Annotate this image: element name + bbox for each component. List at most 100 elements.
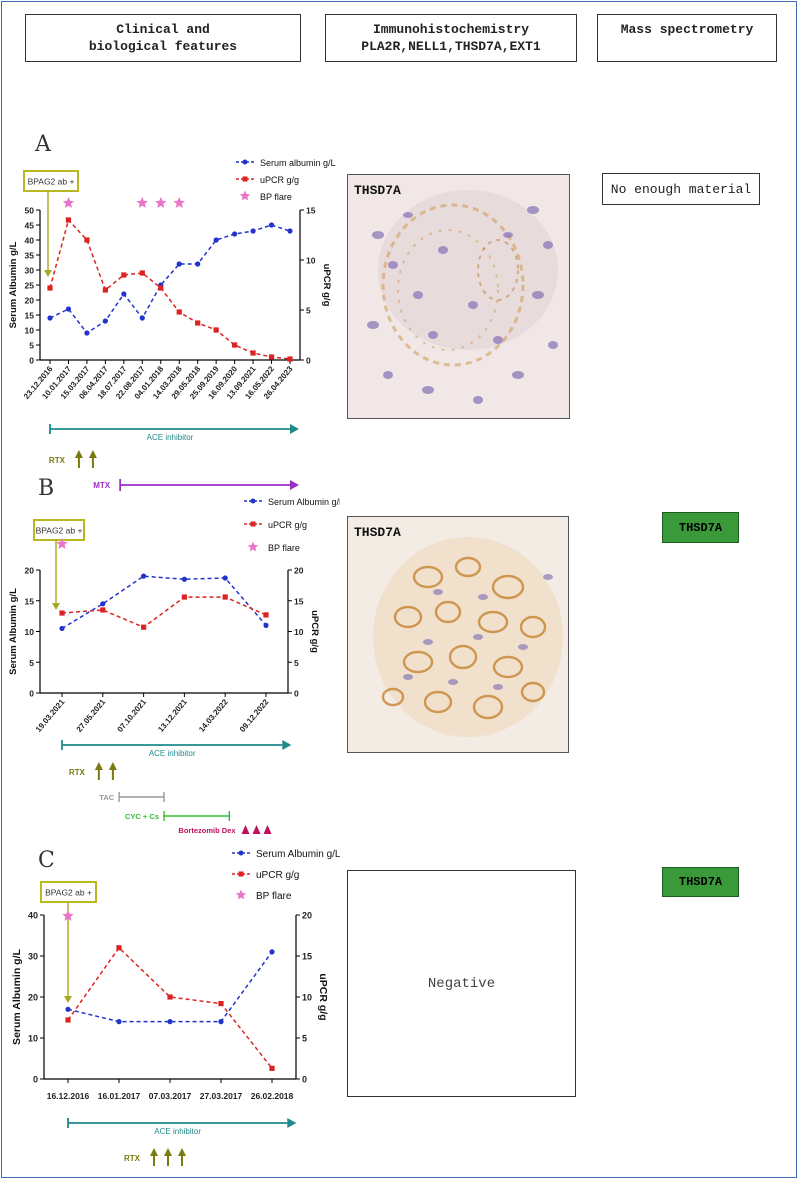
upcr-point bbox=[141, 624, 147, 630]
upcr-point bbox=[181, 594, 187, 600]
y-tick-label-left: 35 bbox=[25, 251, 35, 261]
ms-result-b: THSD7A bbox=[662, 512, 739, 543]
y-tick-label-right: 10 bbox=[306, 256, 316, 266]
albumin-point bbox=[65, 306, 72, 312]
y-tick-label-right: 5 bbox=[302, 1034, 307, 1044]
albumin-point bbox=[141, 573, 147, 579]
albumin-point bbox=[195, 261, 201, 267]
chart-panel-a: 0510152025303540455005101523.12.201610.0… bbox=[8, 158, 336, 491]
legend-bp-flare-icon bbox=[239, 190, 251, 201]
treatment-label: CYC + Cs bbox=[125, 812, 159, 821]
upcr-point bbox=[65, 217, 72, 223]
upcr-point bbox=[176, 309, 182, 315]
albumin-point bbox=[218, 1019, 224, 1025]
ms-result-c: THSD7A bbox=[662, 867, 739, 897]
y-tick-label-left: 15 bbox=[25, 596, 35, 606]
y-tick-label-right: 5 bbox=[306, 306, 311, 316]
upcr-point bbox=[100, 607, 106, 613]
bp-flare-star bbox=[173, 197, 185, 208]
y-tick-label-left: 40 bbox=[25, 236, 35, 246]
x-tick-label: 09.12.2022 bbox=[238, 697, 271, 734]
treatment-arrow-head bbox=[290, 480, 299, 490]
bp-flare-star bbox=[56, 538, 68, 549]
y-tick-label-right: 0 bbox=[306, 356, 311, 366]
antibody-box bbox=[23, 170, 79, 192]
ihc-image-a: THSD7A bbox=[347, 174, 570, 419]
bortezomib-triangle bbox=[252, 825, 261, 834]
albumin-point bbox=[176, 261, 182, 267]
albumin-point bbox=[116, 1019, 122, 1025]
legend-albumin-label: Serum Albumin g/L bbox=[256, 849, 340, 860]
panel-letter-c: C bbox=[38, 848, 55, 873]
y-tick-label-left: 30 bbox=[25, 266, 35, 276]
ihc-image-b: THSD7A bbox=[347, 516, 569, 753]
upcr-point bbox=[222, 594, 228, 600]
y-tick-label-left: 15 bbox=[25, 311, 35, 321]
legend-upcr-marker bbox=[242, 176, 248, 182]
ihc-tissue-b bbox=[348, 517, 568, 752]
treatment-label: ACE inhibitor bbox=[149, 749, 196, 758]
legend-upcr-label: uPCR g/g bbox=[256, 870, 299, 881]
y-axis-title-right: uPCR g/g bbox=[317, 973, 329, 1020]
upcr-point bbox=[195, 320, 201, 326]
albumin-point bbox=[121, 291, 127, 297]
treatment-arrow-head bbox=[290, 424, 299, 434]
ihc-label-a: THSD7A bbox=[354, 183, 401, 198]
treatment-label: RTX bbox=[69, 768, 86, 777]
y-tick-label-left: 20 bbox=[28, 993, 38, 1003]
y-tick-label-left: 0 bbox=[33, 1075, 38, 1085]
rtx-arrow-head bbox=[108, 762, 117, 770]
y-tick-label-left: 5 bbox=[29, 341, 34, 351]
ms-result-a: No enough material bbox=[602, 173, 760, 205]
rtx-arrow-head bbox=[164, 1148, 172, 1156]
y-axis-title-right: uPCR g/g bbox=[309, 610, 320, 653]
y-tick-label-left: 20 bbox=[25, 566, 35, 576]
legend-albumin-marker bbox=[250, 498, 256, 504]
x-tick-label: 27.05.2021 bbox=[75, 697, 108, 734]
y-tick-label-left: 50 bbox=[25, 206, 35, 216]
albumin-point bbox=[222, 575, 228, 581]
y-tick-label-right: 20 bbox=[302, 911, 312, 921]
y-tick-label-right: 10 bbox=[302, 993, 312, 1003]
x-tick-label: 07.10.2021 bbox=[115, 697, 148, 734]
albumin-point bbox=[287, 228, 293, 234]
upcr-point bbox=[213, 327, 219, 333]
header-ihc-line2: PLA2R,NELL1,THSD7A,EXT1 bbox=[361, 39, 541, 54]
rtx-arrow-head bbox=[74, 450, 83, 458]
upcr-point bbox=[59, 610, 65, 616]
treatment-arrow-head bbox=[287, 1118, 297, 1128]
albumin-point bbox=[139, 315, 145, 321]
header-ihc-line1: Immunohistochemistry bbox=[372, 22, 530, 37]
legend-bp-flare-label: BP flare bbox=[260, 192, 292, 202]
chart-panel-b: 0 5 10 15 20 0 5 10 15 20 19.03.2021 27.05.2021 07.1… bbox=[8, 497, 340, 835]
upcr-point bbox=[102, 287, 108, 293]
treatment-label: RTX bbox=[49, 456, 66, 465]
x-tick-label: 27.03.2017 bbox=[200, 1091, 243, 1101]
panel-letter-b: B bbox=[38, 476, 55, 501]
treatment-label: ACE inhibitor bbox=[154, 1127, 201, 1136]
treatment-label: TAC bbox=[99, 793, 114, 802]
upcr-point bbox=[269, 1065, 275, 1071]
ihc-tissue-a bbox=[348, 175, 569, 418]
bp-flare-star bbox=[136, 197, 148, 208]
ihc-negative-c: Negative bbox=[347, 870, 576, 1097]
antibody-arrow-head bbox=[52, 603, 60, 610]
albumin-point bbox=[102, 318, 108, 324]
y-tick-label-left: 40 bbox=[28, 911, 38, 921]
legend-upcr-label: uPCR g/g bbox=[268, 520, 307, 530]
header-ms-text: Mass spectrometry bbox=[620, 22, 754, 37]
albumin-point bbox=[167, 1019, 173, 1025]
antibody-label: BPAG2 ab + bbox=[28, 177, 75, 187]
x-tick-label: 26.02.2018 bbox=[251, 1091, 294, 1101]
antibody-arrow-head bbox=[64, 996, 72, 1003]
treatment-arrow-head bbox=[282, 740, 292, 750]
albumin-point bbox=[268, 222, 275, 228]
y-tick-label-right: 5 bbox=[294, 658, 299, 668]
antibody-arrow-head bbox=[44, 270, 52, 277]
bortezomib-triangle bbox=[241, 825, 250, 834]
upcr-point bbox=[250, 350, 256, 356]
albumin-point bbox=[47, 315, 53, 321]
legend-albumin-marker bbox=[238, 850, 244, 856]
y-tick-label-right: 0 bbox=[302, 1075, 307, 1085]
x-tick-label: 19.03.2021 bbox=[34, 697, 67, 734]
